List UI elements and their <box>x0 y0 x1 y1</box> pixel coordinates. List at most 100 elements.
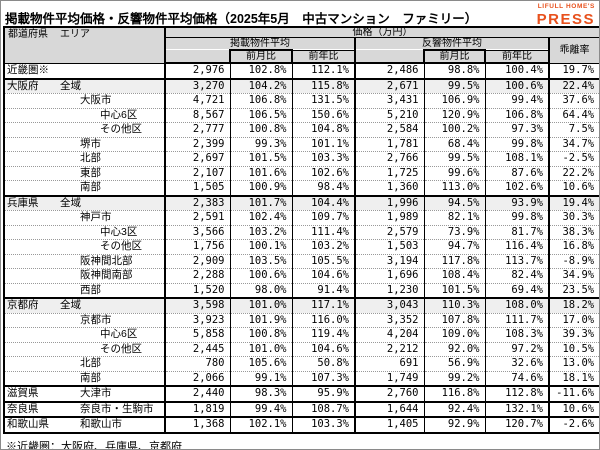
response-mom-cell: 106.9% <box>423 93 485 108</box>
listed-mom-cell: 104.2% <box>229 77 292 94</box>
listed-yoy-cell: 119.4% <box>291 327 355 342</box>
listed-price-cell: 1,819 <box>164 400 230 417</box>
listed-mom-cell: 99.3% <box>229 136 292 152</box>
table-row: 阪神間北部 2,909 103.5% 105.5% 3,194 117.8% 113.7% -… <box>4 253 599 269</box>
divergence-cell: 10.6% <box>547 180 599 196</box>
listed-price-cell: 2,107 <box>164 165 230 181</box>
response-price-cell: 1,644 <box>354 400 424 417</box>
area-cell: 東部 <box>4 165 165 181</box>
area-cell: その他区 <box>4 341 165 357</box>
table-row: 近畿圏※ 2,976 102.8% 112.1% 2,486 98.8% 100.4% 19.… <box>4 62 599 79</box>
area-label: 阪神間北部 <box>80 254 133 267</box>
listed-price-cell: 1,756 <box>164 239 230 254</box>
divergence-cell: 10.5% <box>547 341 599 357</box>
response-mom-cell: 56.9% <box>423 356 485 371</box>
area-label: 神戸市 <box>80 211 112 223</box>
listed-yoy-cell: 104.8% <box>291 122 355 137</box>
listed-yoy-cell: 91.4% <box>291 282 355 298</box>
divergence-cell: -11.6% <box>547 385 599 402</box>
response-mom-cell: 73.9% <box>423 224 485 240</box>
response-yoy-cell: 99.4% <box>484 93 549 108</box>
listed-mom-cell: 101.9% <box>229 312 292 328</box>
divergence-cell: 19.4% <box>547 194 599 211</box>
area-cell: 大阪市 <box>4 93 165 108</box>
area-label: 東部 <box>80 166 101 179</box>
listed-average-group-header: 掲載物件平均 <box>164 37 356 50</box>
prefecture-label: 滋賀県 <box>7 387 39 399</box>
area-label: その他区 <box>100 342 142 355</box>
response-yoy-cell: 108.1% <box>484 151 549 166</box>
listed-yoy-cell: 103.2% <box>291 239 355 254</box>
page-title: 掲載物件平均価格・反響物件平均価格（2025年5月 中古マンション ファミリー） <box>5 12 478 26</box>
header-bar: 掲載物件平均価格・反響物件平均価格（2025年5月 中古マンション ファミリー）… <box>1 1 599 26</box>
table-row: 南部 1,505 100.9% 98.4% 1,360 113.0% 102.6% 10.6% <box>4 180 599 196</box>
response-price-cell: 1,989 <box>354 210 424 225</box>
response-yoy-header: 前年比 <box>484 49 550 64</box>
response-price-cell: 1,230 <box>354 282 424 298</box>
listed-mom-cell: 101.6% <box>229 165 292 181</box>
area-cell: 和歌山県 和歌山市 <box>4 416 165 433</box>
response-mom-cell: 98.8% <box>423 62 485 79</box>
price-table: 都道府県 エリア 価格（万円） 掲載物件平均 反響物件平均 乖離率 前月比 前年比… <box>3 26 599 434</box>
divergence-cell: 19.7% <box>547 62 599 79</box>
response-yoy-cell: 82.4% <box>484 268 549 283</box>
response-mom-cell: 120.9% <box>423 107 485 123</box>
area-cell: 滋賀県 大津市 <box>4 385 165 402</box>
listed-yoy-cell: 112.1% <box>291 62 355 79</box>
response-price-cell: 4,204 <box>354 327 424 342</box>
listed-price-cell: 1,520 <box>164 282 230 298</box>
area-label: 中心6区 <box>100 328 138 340</box>
listed-mom-cell: 98.3% <box>229 385 292 402</box>
table-row: 中心6区 5,858 100.8% 119.4% 4,204 109.0% 108.3% 39… <box>4 327 599 342</box>
area-cell: 南部 <box>4 180 165 196</box>
area-label: その他区 <box>100 123 142 135</box>
area-cell: 奈良県 奈良市・生駒市 <box>4 400 165 417</box>
listed-yoy-cell: 116.0% <box>291 312 355 328</box>
area-label: 大津市 <box>80 387 112 399</box>
response-yoy-cell: 32.6% <box>484 356 549 371</box>
divergence-cell: -2.6% <box>547 416 599 433</box>
listed-price-cell: 2,777 <box>164 122 230 137</box>
listed-mom-cell: 100.9% <box>229 180 292 196</box>
header-row-2: 掲載物件平均 反響物件平均 乖離率 <box>4 37 599 64</box>
response-mom-cell: 108.4% <box>423 268 485 283</box>
area-label: 奈良市・生駒市 <box>80 402 154 415</box>
response-yoy-cell: 97.2% <box>484 341 549 357</box>
response-mom-cell: 109.0% <box>423 327 485 342</box>
response-yoy-cell: 102.6% <box>484 180 549 196</box>
listed-yoy-cell: 50.8% <box>291 356 355 371</box>
response-mom-cell: 101.5% <box>423 282 485 298</box>
response-mom-cell: 100.2% <box>423 122 485 137</box>
response-mom-cell: 99.2% <box>423 370 485 386</box>
listed-mom-cell: 98.0% <box>229 282 292 298</box>
listed-price-cell: 2,066 <box>164 370 230 386</box>
divergence-cell: 30.3% <box>547 210 599 225</box>
prefecture-header-label: 都道府県 <box>8 29 48 40</box>
table-row: 大阪府 全域 3,270 104.2% 115.8% 2,671 99.5% 100.6% 22… <box>4 77 599 94</box>
response-mom-cell: 99.5% <box>423 77 485 94</box>
listed-price-cell: 2,445 <box>164 341 230 357</box>
area-label: 中心3区 <box>100 225 138 238</box>
response-yoy-cell: 100.4% <box>484 62 549 79</box>
response-mom-cell: 107.8% <box>423 312 485 328</box>
area-cell: 北部 <box>4 356 165 371</box>
area-cell: 西部 <box>4 282 165 298</box>
response-mom-cell: 92.0% <box>423 341 485 357</box>
listed-yoy-cell: 131.5% <box>291 93 355 108</box>
listed-price-cell: 2,440 <box>164 385 230 402</box>
response-mom-cell: 110.3% <box>423 297 485 313</box>
listed-mom-cell: 106.5% <box>229 107 292 123</box>
response-yoy-cell: 74.6% <box>484 370 549 386</box>
area-cell: 堺市 <box>4 136 165 152</box>
response-price-cell: 1,996 <box>354 194 424 211</box>
area-cell: 大阪府 全域 <box>4 77 165 94</box>
price-group-header: 価格（万円） <box>164 26 599 38</box>
response-price-cell: 1,781 <box>354 136 424 152</box>
response-mom-cell: 113.0% <box>423 180 485 196</box>
area-label: 中心6区 <box>100 108 138 121</box>
listed-price-cell: 2,909 <box>164 253 230 269</box>
response-mom-cell: 94.5% <box>423 194 485 211</box>
listed-mom-cell: 100.8% <box>229 122 292 137</box>
area-label: 西部 <box>80 283 101 296</box>
